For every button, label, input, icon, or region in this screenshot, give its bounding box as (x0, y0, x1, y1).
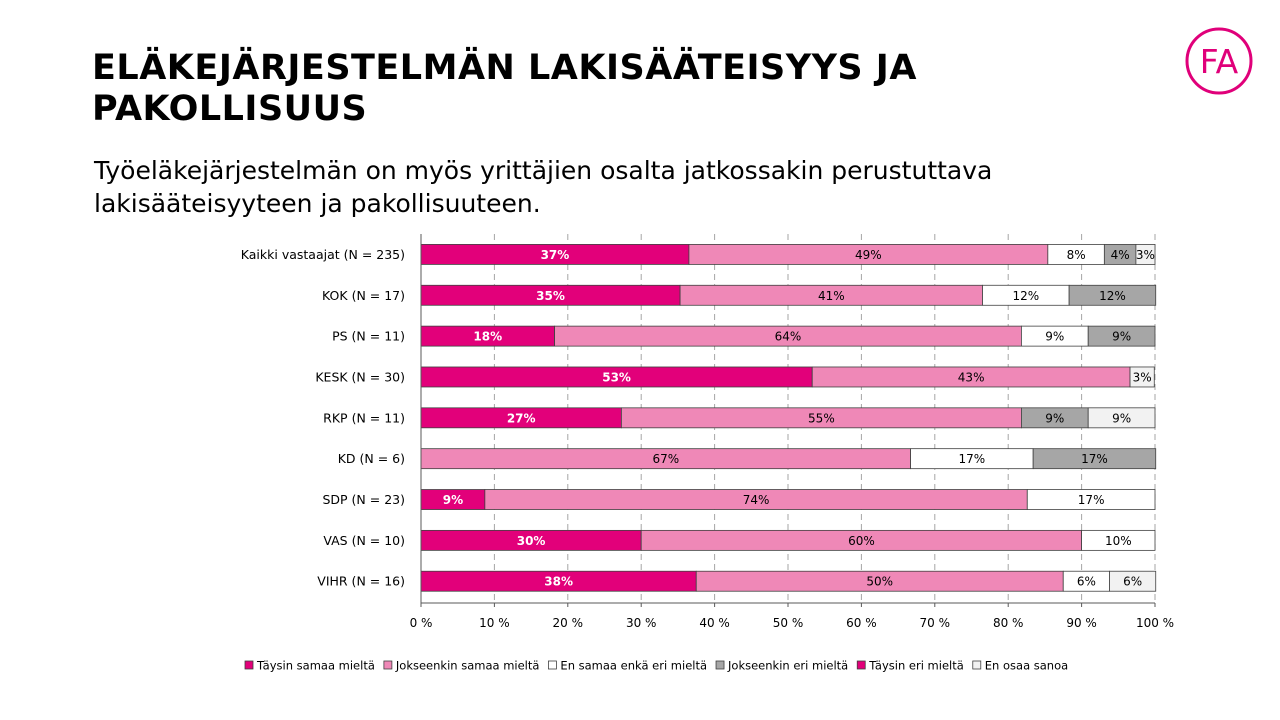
x-tick-label: 70 % (920, 616, 951, 630)
data-label: 43% (958, 370, 985, 384)
data-label: 41% (818, 289, 845, 303)
data-label: 55% (808, 411, 835, 425)
fa-logo: FA (1185, 27, 1253, 95)
x-tick-label: 60 % (846, 616, 877, 630)
bar-segment (1068, 284, 1157, 306)
data-label: 17% (959, 452, 986, 466)
category-label: KESK (N = 30) (315, 369, 405, 384)
category-label: SDP (N = 23) (322, 492, 405, 507)
legend-swatch (244, 660, 254, 670)
data-label: 49% (855, 248, 882, 262)
legend-label: Jokseenkin eri mieltä (727, 659, 848, 673)
x-tick-label: 40 % (699, 616, 730, 630)
data-label: 18% (473, 330, 502, 344)
legend: Täysin samaa mieltä Jokseenkin samaa miel… (244, 659, 1068, 673)
x-tick-label: 100 % (1136, 616, 1174, 630)
data-label: 27% (507, 411, 536, 425)
category-label: KOK (N = 17) (322, 288, 405, 303)
bars (420, 244, 1157, 592)
category-label: VAS (N = 10) (323, 533, 405, 548)
data-label: 67% (652, 452, 679, 466)
bar-segment (1081, 529, 1156, 551)
data-label: 30% (517, 534, 546, 548)
data-label: 9% (443, 493, 463, 507)
data-label: 6% (1123, 575, 1142, 589)
x-tick-label: 20 % (553, 616, 584, 630)
x-tick-label: 30 % (626, 616, 657, 630)
bar-segment (1032, 448, 1157, 470)
category-label: KD (N = 6) (338, 451, 405, 466)
x-tick-label: 50 % (773, 616, 804, 630)
data-label: 37% (541, 248, 570, 262)
data-label: 4% (1111, 248, 1130, 262)
legend-label: En samaa enkä eri mieltä (560, 659, 707, 673)
data-label: 50% (866, 575, 893, 589)
legend-label: Jokseenkin samaa mieltä (395, 659, 540, 673)
data-labels: 37% 49% 8% 4% 3% 35% 41% 12% 12% 18% 64% 9% 9% 53% 43%… (443, 248, 1155, 589)
x-tick-label: 0 % (410, 616, 433, 630)
data-label: 38% (544, 575, 573, 589)
bar-segment (1109, 570, 1157, 592)
data-label: 3% (1133, 370, 1152, 384)
legend-swatch (548, 660, 557, 670)
x-tick-label: 80 % (993, 616, 1024, 630)
legend-label: En osaa sanoa (985, 659, 1068, 673)
data-label: 53% (602, 370, 631, 384)
data-label: 60% (848, 534, 875, 548)
data-label: 35% (536, 289, 565, 303)
slide-title: ELÄKEJÄRJESTELMÄN LAKISÄÄTEISYYS JA PAKO… (92, 48, 917, 129)
legend-label: Täysin samaa mieltä (256, 659, 375, 673)
bar-segment (1087, 325, 1156, 347)
logo-text: FA (1200, 42, 1239, 81)
category-label: Kaikki vastaajat (N = 235) (241, 247, 405, 262)
x-tick-label: 10 % (479, 616, 510, 630)
data-label: 74% (743, 493, 770, 507)
legend-swatch (856, 660, 866, 670)
data-label: 12% (1012, 289, 1039, 303)
bar-segment (1135, 244, 1156, 265)
data-label: 17% (1078, 493, 1105, 507)
data-label: 8% (1067, 248, 1086, 262)
category-label: VIHR (N = 16) (317, 574, 405, 589)
data-label: 3% (1136, 248, 1155, 262)
bar-segment (1129, 366, 1155, 388)
axes: 0 % 10 % 20 % 30 % 40 % 50 % 60 % 70 % 80 % 90 % 1… (241, 234, 1174, 630)
data-label: 12% (1099, 289, 1126, 303)
slide-subtitle: Työeläkejärjestelmän on myös yrittäjien … (94, 156, 993, 218)
legend-swatch (715, 660, 725, 670)
bar-segment (1026, 489, 1156, 510)
data-label: 9% (1112, 330, 1131, 344)
data-label: 6% (1077, 575, 1096, 589)
data-label: 9% (1045, 411, 1064, 425)
category-label: RKP (N = 11) (323, 410, 405, 425)
data-label: 10% (1105, 534, 1132, 548)
legend-swatch (383, 660, 393, 670)
x-tick-label: 90 % (1066, 616, 1097, 630)
data-label: 9% (1112, 411, 1131, 425)
legend-label: Täysin eri mieltä (868, 659, 964, 673)
data-label: 17% (1081, 452, 1108, 466)
bar-segment (1087, 407, 1156, 429)
category-label: PS (N = 11) (332, 329, 405, 344)
data-label: 64% (775, 330, 802, 344)
data-label: 9% (1045, 330, 1064, 344)
legend-swatch (972, 660, 982, 670)
